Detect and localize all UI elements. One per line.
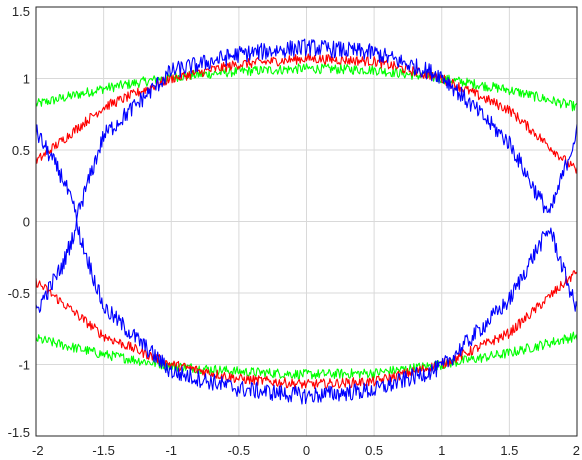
series-3-lower-line: [35, 218, 578, 405]
x-tick-label: -0.5: [228, 443, 250, 458]
y-tick-label: 0: [23, 215, 30, 230]
y-tick-label: -1.5: [8, 425, 30, 440]
series-3-upper-line: [35, 38, 578, 221]
y-tick-label: 0.5: [12, 143, 30, 158]
x-tick-label: -1: [165, 443, 177, 458]
plot-series: [35, 38, 578, 405]
x-tick-label: 1.5: [500, 443, 518, 458]
x-tick-label: -1.5: [92, 443, 114, 458]
x-tick-label: 2: [573, 443, 580, 458]
series-2-upper-line: [35, 53, 578, 174]
grid: [35, 6, 578, 437]
y-tick-label: -0.5: [8, 286, 30, 301]
series-1-lower-line: [35, 331, 578, 380]
y-tick-label: 1: [23, 72, 30, 87]
y-tick-label: -1: [18, 358, 30, 373]
tick-labels: -2 -1.5 -1 -0.5 0 0.5 1 1.5 2-1.5-1-0.500.511.5: [8, 4, 580, 458]
y-tick-label: 1.5: [12, 4, 30, 19]
x-tick-label: 0.5: [365, 443, 383, 458]
series-1-upper-line: [35, 63, 578, 112]
series-2-lower-line: [35, 270, 578, 390]
x-tick-label: -2: [32, 443, 44, 458]
x-tick-label: 1: [438, 443, 445, 458]
x-tick-label: 0: [303, 443, 310, 458]
axes-box: [35, 6, 578, 437]
